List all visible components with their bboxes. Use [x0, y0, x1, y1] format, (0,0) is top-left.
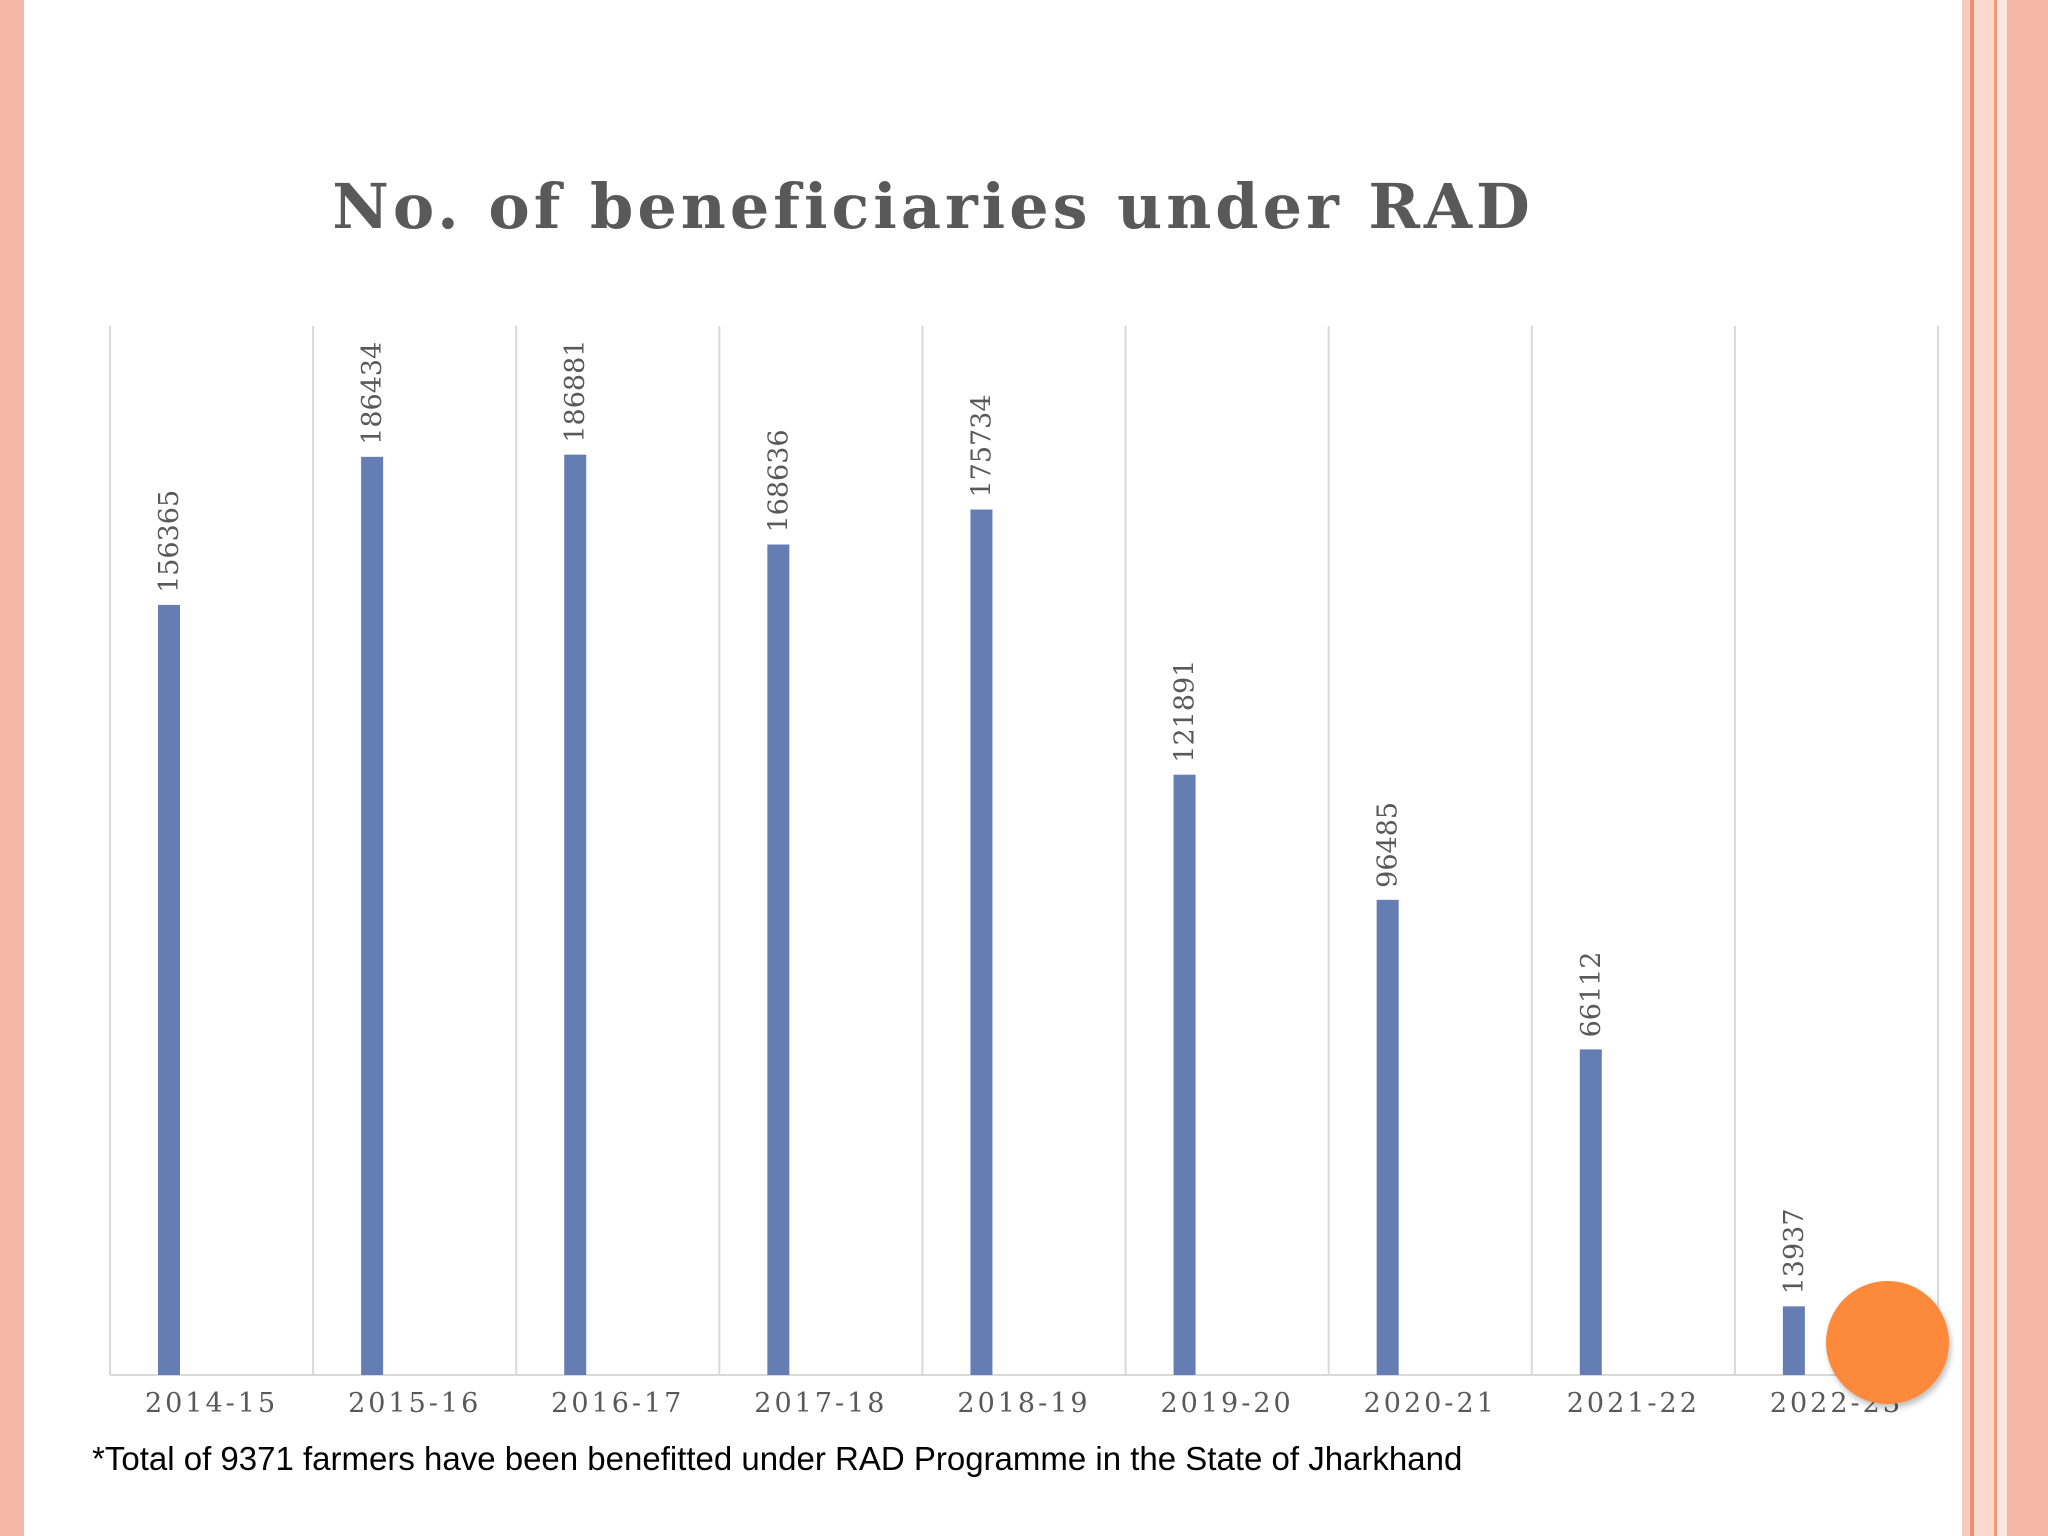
bar [564, 454, 587, 1375]
bar [1376, 899, 1399, 1375]
data-label: 121891 [1170, 660, 1201, 763]
data-label: 156365 [154, 490, 185, 593]
data-label: 175734 [966, 394, 997, 497]
data-label: 13937 [1779, 1208, 1810, 1294]
data-label: 96485 [1373, 802, 1404, 888]
orange-circle-decoration [1826, 1281, 1949, 1404]
chart-title: No. of beneficiaries under RAD [332, 170, 1534, 243]
data-label: 66112 [1576, 951, 1607, 1037]
x-tick-label: 2021-22 [1567, 1388, 1700, 1419]
slide-right-decoration [1962, 0, 2048, 1536]
bar [1782, 1306, 1805, 1375]
data-label: 186434 [357, 342, 388, 445]
bar [158, 604, 180, 1375]
x-tick-label: 2014-15 [145, 1388, 278, 1419]
slide-left-border [0, 0, 24, 1536]
data-label: 168636 [763, 429, 794, 532]
bar [767, 544, 790, 1375]
x-tick-label: 2015-16 [348, 1388, 481, 1419]
bar [970, 509, 993, 1376]
x-tick-label: 2017-18 [754, 1388, 887, 1419]
x-tick-label: 2020-21 [1364, 1388, 1497, 1419]
data-label: 186881 [560, 340, 591, 443]
bar [361, 456, 384, 1375]
x-tick-label: 2019-20 [1161, 1388, 1294, 1419]
x-tick-label: 2016-17 [551, 1388, 684, 1419]
bar [1579, 1049, 1602, 1375]
footnote: *Total of 9371 farmers have been benefit… [92, 1440, 1463, 1477]
bar [1173, 774, 1196, 1375]
x-tick-label: 2018-19 [957, 1388, 1090, 1419]
